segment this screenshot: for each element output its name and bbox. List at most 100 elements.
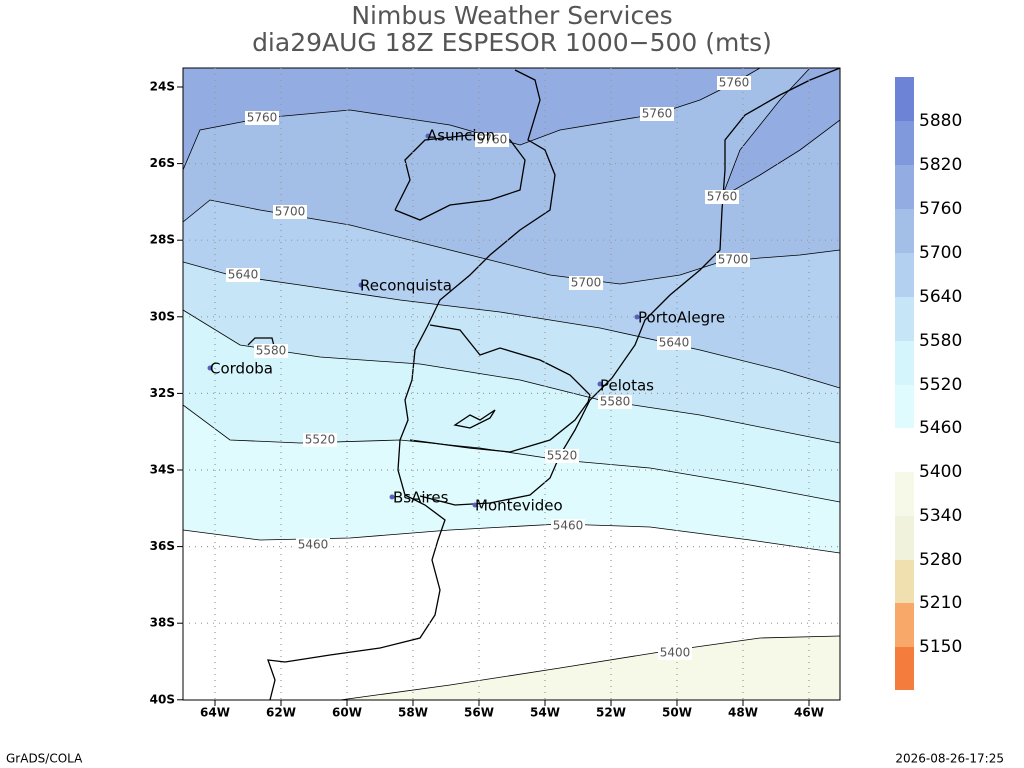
colorbar-label: 5580 — [919, 331, 962, 351]
colorbar-label: 5150 — [919, 637, 962, 657]
city-marker — [425, 133, 431, 139]
contour-label: 5760 — [477, 133, 508, 147]
coastline — [429, 324, 591, 396]
city-marker — [634, 314, 640, 320]
contour-label-box — [226, 268, 260, 282]
lat-tick-label: 38S — [150, 616, 175, 630]
coastline — [409, 394, 591, 453]
contour-label-box — [705, 190, 739, 204]
colorbar-label: 5520 — [919, 375, 962, 395]
lon-tick-label: 56W — [464, 706, 494, 720]
contour-label-box — [598, 395, 632, 409]
city-label: Reconquista — [360, 277, 452, 295]
colorbar-label: 5400 — [919, 462, 962, 482]
lon-tick-label: 64W — [200, 706, 230, 720]
contour-label-box — [569, 276, 603, 290]
colorbar-segment — [895, 603, 914, 647]
contour-label: 5700 — [571, 276, 602, 290]
title: Nimbus Weather Services — [351, 1, 672, 30]
contour-label: 5760 — [707, 190, 738, 204]
contour-label: 5520 — [305, 433, 336, 447]
lat-tick-label: 30S — [150, 309, 175, 323]
contour-label-box — [551, 519, 585, 533]
contour-label: 5580 — [256, 344, 287, 358]
contour-label: 5520 — [547, 449, 578, 463]
contour-5400 — [339, 635, 840, 700]
lon-tick-label: 58W — [398, 706, 428, 720]
lat-tick-label: 26S — [150, 156, 175, 170]
colorbar-segment — [895, 341, 914, 385]
contour-label: 5640 — [228, 268, 259, 282]
city-marker — [207, 365, 213, 371]
lat-tick-label: 36S — [150, 539, 175, 553]
contour-label: 5760 — [247, 111, 278, 125]
coastline — [453, 409, 496, 429]
lat-tick-label: 24S — [150, 80, 175, 94]
contour-label-box — [296, 538, 330, 552]
colorbar-segment — [895, 647, 914, 690]
colorbar-segment — [895, 77, 914, 121]
contour-label: 5700 — [275, 205, 306, 219]
contour-label: 5460 — [298, 538, 329, 552]
colorbar-label: 5340 — [919, 506, 962, 526]
colorbar-segment — [895, 165, 914, 209]
plot-frame — [182, 67, 841, 701]
contour-label: 5400 — [660, 646, 691, 660]
coastline — [419, 68, 840, 506]
contour-5580 — [183, 309, 840, 444]
city-marker — [358, 282, 364, 288]
lon-tick-label: 50W — [662, 706, 692, 720]
city-marker — [597, 381, 603, 387]
footer-right: 2026-08-26-17:25 — [895, 752, 1004, 766]
colorbar-label: 5280 — [919, 550, 962, 570]
contour-label-box — [245, 111, 279, 125]
lon-tick-label: 54W — [530, 706, 560, 720]
colorbar-label: 5210 — [919, 593, 962, 613]
lon-tick-label: 62W — [266, 706, 296, 720]
contour-label: 5580 — [600, 395, 631, 409]
contour-label: 5760 — [719, 76, 750, 90]
band-5400 — [340, 636, 840, 700]
subtitle: dia29AUG 18Z ESPESOR 1000−500 (mts) — [252, 28, 772, 57]
contour-label-box — [303, 433, 337, 447]
contour-label-box — [254, 344, 288, 358]
contour-label-box — [273, 205, 307, 219]
city-label: Cordoba — [210, 360, 273, 378]
city-label: Asuncion — [427, 127, 495, 145]
lat-tick-label: 28S — [150, 233, 175, 247]
contour-label-box — [717, 76, 751, 90]
colorbar-segment — [895, 560, 914, 603]
lon-tick-label: 60W — [332, 706, 362, 720]
contour-label-box — [640, 107, 674, 121]
thickness-field — [183, 68, 840, 700]
colorbar-segment — [895, 385, 914, 428]
colorbar-segment — [895, 516, 914, 560]
city-marker — [472, 502, 478, 508]
colorbar-label: 5880 — [919, 111, 962, 131]
lon-tick-label: 52W — [596, 706, 626, 720]
contour-5760 — [183, 68, 761, 171]
colorbar-segment — [895, 121, 914, 165]
overlay: 24S 26S 28S 30S 32S 34S 36S 38S 40S 64W 62W 60W 58W 5… — [150, 68, 962, 720]
contour-label: 5460 — [553, 519, 584, 533]
colorbar-segment — [895, 209, 914, 253]
lon-tick-label: 46W — [794, 706, 824, 720]
lat-tick-label: 32S — [150, 386, 175, 400]
colorbar-segment — [895, 297, 914, 341]
lon-tick-label: 48W — [728, 706, 758, 720]
contour-label-box — [716, 253, 750, 267]
city-marker — [389, 494, 395, 500]
city-label: PortoAlegre — [638, 309, 725, 327]
contour-5460 — [183, 523, 840, 554]
city-label: BsAires — [393, 489, 449, 507]
colorbar-label: 5700 — [919, 243, 962, 263]
footer-left: GrADS/COLA — [6, 752, 83, 766]
coastline — [267, 69, 556, 700]
band-5760 — [183, 68, 760, 170]
colorbar-label: 5460 — [919, 418, 962, 438]
colorbar-segment — [895, 472, 914, 516]
contour-label: 5640 — [659, 336, 690, 350]
city-label: Montevideo — [475, 497, 563, 515]
contour-5520 — [183, 404, 840, 503]
